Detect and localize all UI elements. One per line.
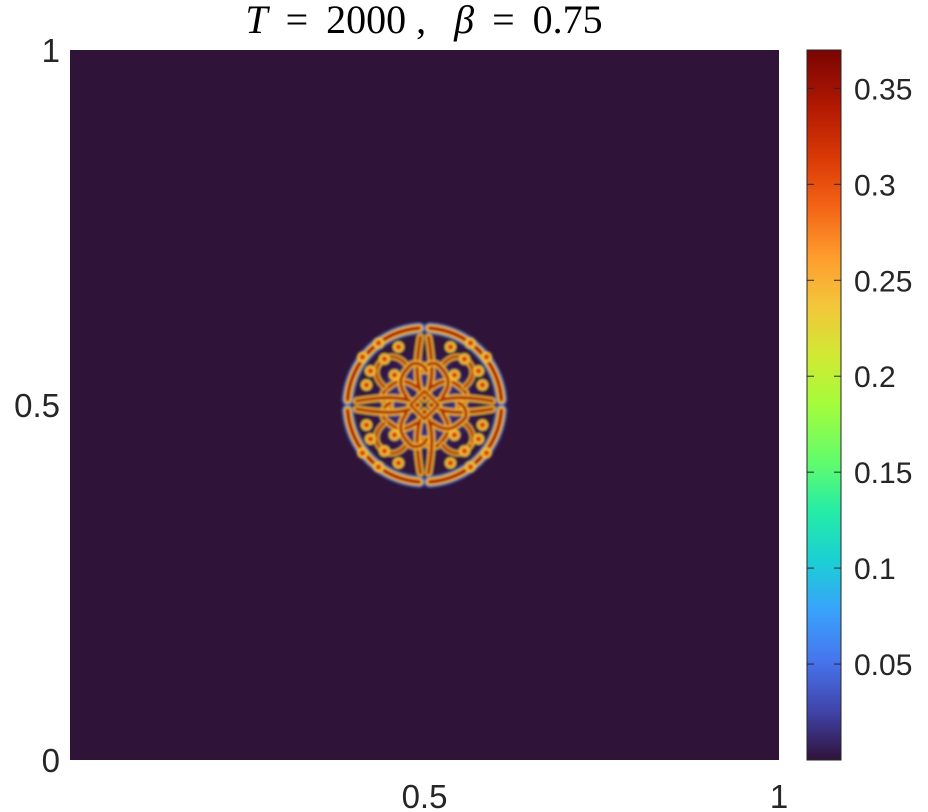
pattern-spot-core: [395, 344, 402, 350]
pattern-hook: [382, 402, 418, 430]
y-axis-ticks: 00.51: [14, 32, 60, 779]
title-beta-value: 0.75: [533, 0, 603, 42]
pattern-spot-core: [447, 344, 454, 350]
chart-title: T = 2000 , β = 0.75: [245, 0, 602, 42]
title-separator: ,: [416, 0, 426, 42]
pattern-spot-core: [367, 436, 374, 442]
colorbar-tick-label: 0.15: [854, 457, 912, 490]
pattern-ring: [346, 409, 421, 483]
pattern-spot-core: [461, 356, 468, 362]
colorbar-tick-label: 0.25: [854, 265, 912, 298]
pattern-ring: [428, 409, 503, 483]
pattern-spot-core: [451, 432, 458, 438]
title-equals-1: =: [286, 0, 309, 42]
pattern-hook: [399, 362, 428, 398]
pattern-spot-core: [359, 354, 366, 360]
title-equals-2: =: [492, 0, 515, 42]
pattern-spot-core: [363, 382, 370, 388]
pattern-spot-core: [467, 464, 474, 470]
pattern-inner-arc: [441, 444, 472, 454]
y-tick-label: 0: [42, 742, 60, 779]
pattern-spot-core: [461, 448, 468, 454]
pattern-spot-core: [483, 450, 490, 456]
pattern-spot-core: [375, 340, 382, 346]
pattern-spot-core: [391, 372, 398, 378]
pattern-spot-core: [447, 460, 454, 466]
pattern-hook: [431, 402, 467, 430]
pattern-spot-core: [375, 464, 382, 470]
x-tick-label: 0.5: [402, 778, 448, 812]
colorbar-tick-label: 0.3: [854, 169, 896, 202]
title-t-value: 2000: [326, 0, 406, 42]
pattern-spot-core: [381, 448, 388, 454]
y-tick-label: 0.5: [14, 387, 60, 424]
colorbar-tick-label: 0.05: [854, 649, 912, 682]
colorbar-gradient: [806, 49, 842, 761]
pattern-spot-core: [391, 432, 398, 438]
pattern-spot-core: [451, 372, 458, 378]
pattern-ring: [346, 327, 421, 401]
heatmap-pattern: [341, 322, 508, 488]
pattern-spot-core: [479, 382, 486, 388]
pattern-spot-core: [367, 368, 374, 374]
pattern-spot-core: [363, 422, 370, 428]
pattern-spot-core: [475, 436, 482, 442]
pattern-spot-core: [467, 340, 474, 346]
pattern-spot-core: [395, 460, 402, 466]
x-axis-ticks: 0.5 1: [402, 778, 789, 812]
pattern-spot-core: [479, 422, 486, 428]
colorbar: 0.05 0.1 0.15 0.2 0.25 0.3 0.35: [806, 49, 912, 761]
pattern-spot-core: [475, 368, 482, 374]
colorbar-tick-label: 0.2: [854, 361, 896, 394]
colorbar-tick-label: 0.1: [854, 553, 896, 586]
pattern-hook: [399, 412, 428, 448]
title-beta-symbol: β: [453, 0, 474, 42]
pattern-spot-core: [381, 356, 388, 362]
pattern-spot-core: [359, 450, 366, 456]
y-tick-label: 1: [42, 32, 60, 69]
pattern-spot-core: [483, 354, 490, 360]
pattern-ring: [428, 327, 503, 401]
x-tick-label: 1: [770, 778, 788, 812]
title-t-symbol: T: [245, 0, 270, 42]
colorbar-ticks: 0.05 0.1 0.15 0.2 0.25 0.3 0.35: [807, 73, 912, 682]
colorbar-tick-label: 0.35: [854, 73, 912, 106]
pattern-center-diamond: [409, 390, 440, 420]
